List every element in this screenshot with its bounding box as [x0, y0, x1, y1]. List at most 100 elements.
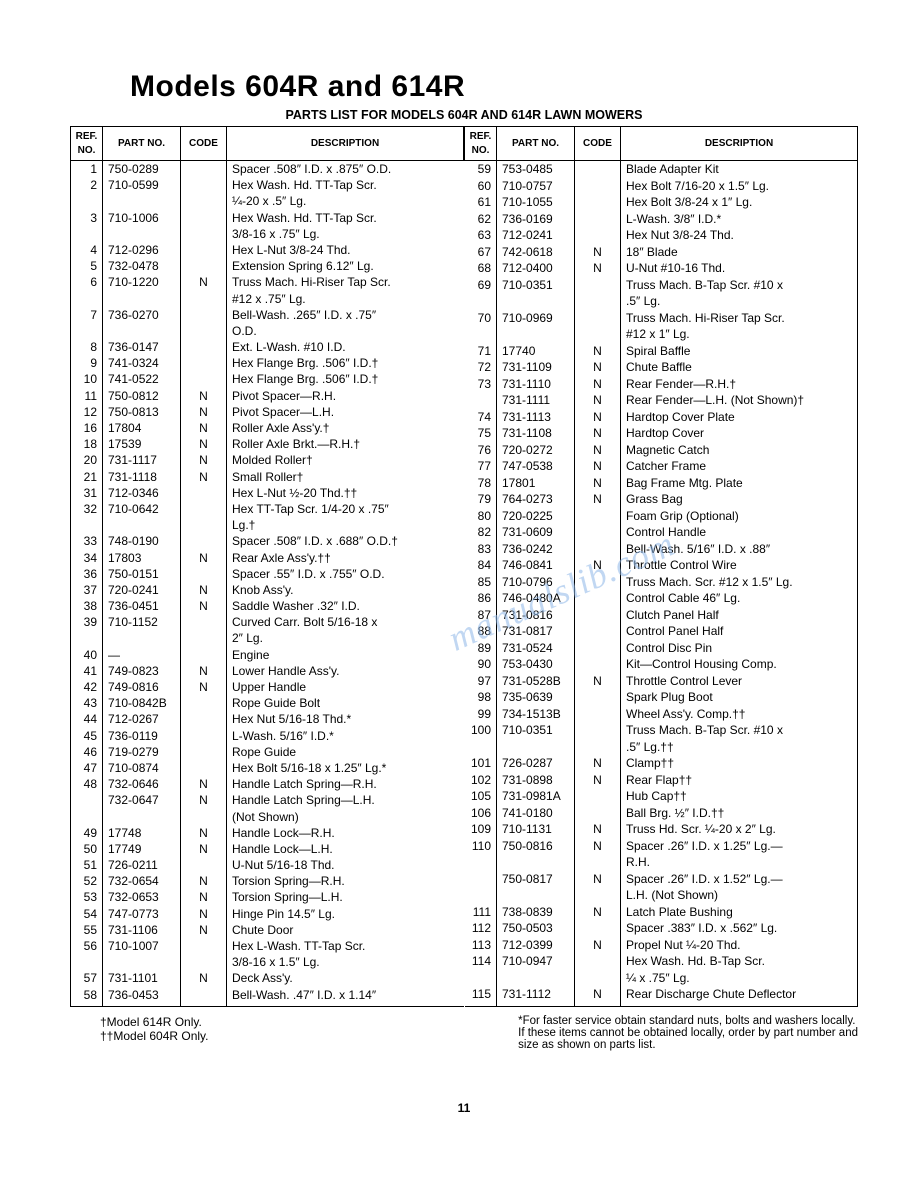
cell-part: 741-0324	[103, 355, 181, 371]
table-row: 40—Engine	[71, 647, 464, 663]
cell-ref: 74	[465, 409, 497, 426]
cell-ref	[465, 326, 497, 343]
cell-ref: 9	[71, 355, 103, 371]
cell-code: N	[575, 376, 621, 393]
cell-desc: Rear Flap††	[621, 772, 858, 789]
cell-part	[103, 954, 181, 970]
cell-desc: 3/8-16 x 1.5″ Lg.	[227, 954, 464, 970]
cell-part	[103, 291, 181, 307]
cell-code	[575, 953, 621, 970]
cell-code	[575, 277, 621, 294]
header-ref: REF. NO.	[71, 127, 103, 161]
cell-ref: 4	[71, 242, 103, 258]
cell-part: 710-1006	[103, 210, 181, 226]
cell-part: 710-0599	[103, 177, 181, 193]
cell-desc: Chute Baffle	[621, 359, 858, 376]
cell-desc: Lg.†	[227, 517, 464, 533]
cell-desc: Truss Mach. Scr. #12 x 1.5″ Lg.	[621, 574, 858, 591]
cell-code	[575, 590, 621, 607]
table-row: 38736-0451NSaddle Washer .32″ I.D.	[71, 598, 464, 614]
cell-code	[575, 640, 621, 657]
cell-ref: 40	[71, 647, 103, 663]
cell-desc: Spacer .26″ I.D. x 1.52″ Lg.—	[621, 871, 858, 888]
footnote-service-1: *For faster service obtain standard nuts…	[518, 1015, 858, 1027]
cell-ref: 32	[71, 501, 103, 517]
cell-part: 731-0524	[497, 640, 575, 657]
table-row: 37720-0241NKnob Ass'y.	[71, 582, 464, 598]
cell-part: 731-1111	[497, 392, 575, 409]
table-row: Lg.†	[71, 517, 464, 533]
cell-part: 736-0169	[497, 211, 575, 228]
table-row: 56710-1007Hex L-Wash. TT-Tap Scr.	[71, 938, 464, 954]
cell-ref: 42	[71, 679, 103, 695]
cell-part: 742-0618	[497, 244, 575, 261]
cell-desc: Roller Axle Ass'y.†	[227, 420, 464, 436]
table-row: 6710-1220NTruss Mach. Hi-Riser Tap Scr.	[71, 274, 464, 290]
cell-part: 731-0816	[497, 607, 575, 624]
cell-part: 712-0241	[497, 227, 575, 244]
cell-code: N	[181, 663, 227, 679]
cell-desc: Curved Carr. Bolt 5/16-18 x	[227, 614, 464, 630]
cell-desc: Molded Roller†	[227, 452, 464, 468]
cell-ref: 80	[465, 508, 497, 525]
cell-code	[575, 541, 621, 558]
cell-part: 731-0609	[497, 524, 575, 541]
cell-part: 750-0817	[497, 871, 575, 888]
cell-part	[497, 293, 575, 310]
cell-ref: 111	[465, 904, 497, 921]
cell-ref: 8	[71, 339, 103, 355]
cell-ref: 52	[71, 873, 103, 889]
table-row: 102731-0898NRear Flap††	[465, 772, 858, 789]
cell-desc: Hardtop Cover Plate	[621, 409, 858, 426]
table-row: 36750-0151Spacer .55″ I.D. x .755″ O.D.	[71, 566, 464, 582]
table-row: 82731-0609Control Handle	[465, 524, 858, 541]
cell-desc: Rope Guide	[227, 744, 464, 760]
cell-ref: 83	[465, 541, 497, 558]
cell-ref: 97	[465, 673, 497, 690]
cell-desc: Handle Latch Spring—L.H.	[227, 792, 464, 808]
cell-desc: Spacer .383″ I.D. x .562″ Lg.	[621, 920, 858, 937]
table-row: 114710-0947Hex Wash. Hd. B-Tap Scr.	[465, 953, 858, 970]
table-row: 48732-0646NHandle Latch Spring—R.H.	[71, 776, 464, 792]
cell-part: 750-0816	[497, 838, 575, 855]
cell-desc: Propel Nut ¼-20 Thd.	[621, 937, 858, 954]
cell-desc: Kit—Control Housing Comp.	[621, 656, 858, 673]
cell-ref: 38	[71, 598, 103, 614]
cell-part: 753-0430	[497, 656, 575, 673]
cell-part: 17804	[103, 420, 181, 436]
cell-code	[181, 485, 227, 501]
table-row: 99734-1513BWheel Ass'y. Comp.††	[465, 706, 858, 723]
cell-desc: Rope Guide Bolt	[227, 695, 464, 711]
cell-code: N	[181, 679, 227, 695]
cell-ref: 54	[71, 906, 103, 922]
cell-desc: Handle Latch Spring—R.H.	[227, 776, 464, 792]
cell-desc: Rear Discharge Chute Deflector	[621, 986, 858, 1006]
table-row: 87731-0816Clutch Panel Half	[465, 607, 858, 624]
cell-desc: Control Cable 46″ Lg.	[621, 590, 858, 607]
table-row: 5017749NHandle Lock—L.H.	[71, 841, 464, 857]
cell-code	[575, 178, 621, 195]
cell-desc: Clutch Panel Half	[621, 607, 858, 624]
cell-part: 17803	[103, 550, 181, 566]
cell-code	[181, 630, 227, 646]
cell-desc: Truss Hd. Scr. ¼-20 x 2″ Lg.	[621, 821, 858, 838]
cell-desc: Hex L-Nut 3/8-24 Thd.	[227, 242, 464, 258]
cell-code	[575, 854, 621, 871]
header-desc: DESCRIPTION	[621, 127, 858, 161]
cell-desc: Saddle Washer .32″ I.D.	[227, 598, 464, 614]
table-row: 60710-0757Hex Bolt 7/16-20 x 1.5″ Lg.	[465, 178, 858, 195]
cell-part: 720-0241	[103, 582, 181, 598]
cell-desc: Spacer .508″ I.D. x .875″ O.D.	[227, 161, 464, 178]
cell-ref: 86	[465, 590, 497, 607]
cell-part: 710-0874	[103, 760, 181, 776]
cell-ref: 59	[465, 161, 497, 178]
cell-code	[181, 291, 227, 307]
table-row: 43710-0842BRope Guide Bolt	[71, 695, 464, 711]
cell-desc: U-Nut #10-16 Thd.	[621, 260, 858, 277]
cell-ref: 90	[465, 656, 497, 673]
cell-ref: 110	[465, 838, 497, 855]
parts-table-right: REF. NO. PART NO. CODE DESCRIPTION 59753…	[464, 127, 858, 1007]
cell-desc: Truss Mach. B-Tap Scr. #10 x	[621, 277, 858, 294]
cell-desc: Control Disc Pin	[621, 640, 858, 657]
cell-part: 741-0522	[103, 371, 181, 387]
